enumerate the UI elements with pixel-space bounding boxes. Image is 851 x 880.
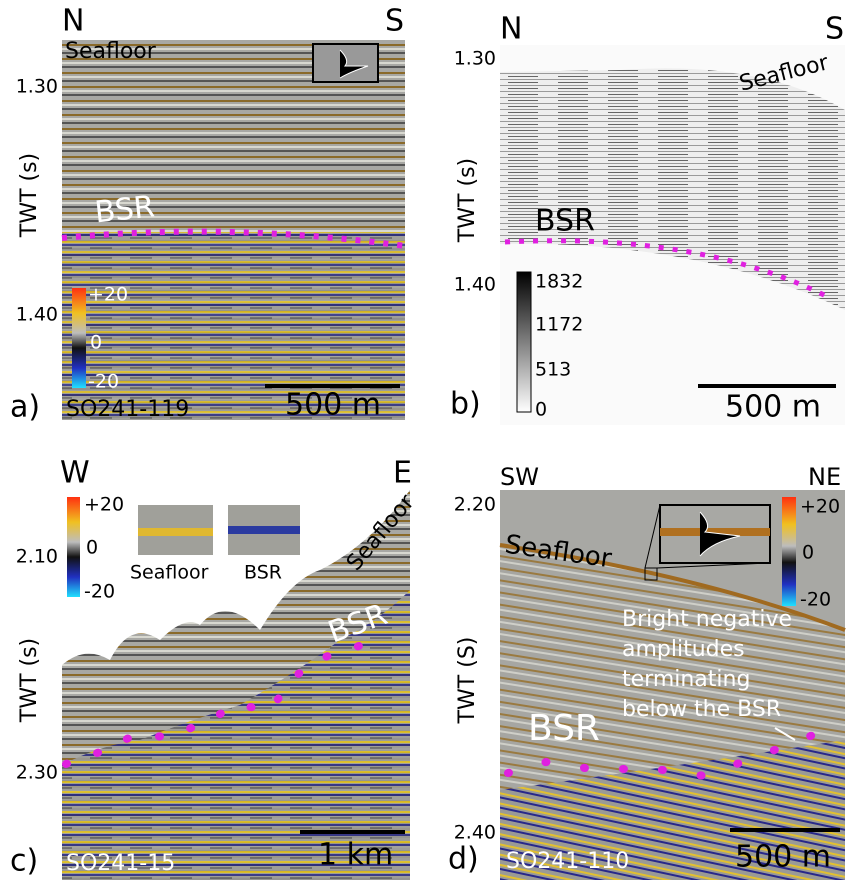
line-id: SO241-15 — [66, 851, 175, 876]
axis-label: TWT (s) — [17, 638, 42, 723]
direction-left: N — [500, 12, 522, 47]
colorbar-label: 0 — [90, 332, 102, 354]
seafloor-reflector — [499, 543, 846, 632]
colorbar-label: 1832 — [535, 271, 583, 293]
zoom-line — [644, 504, 661, 569]
direction-left: N — [62, 4, 84, 39]
colorbar-label: +20 — [84, 494, 124, 516]
panel-letter: b) — [450, 387, 481, 422]
inset-label: BSR — [244, 562, 282, 584]
direction-right: S — [825, 12, 844, 47]
wavelet-inset — [660, 528, 770, 536]
colorbar-label: -20 — [800, 589, 831, 611]
bsr-inset — [228, 526, 300, 534]
annotation: terminating — [622, 667, 750, 692]
colorbar-label: 0 — [86, 537, 98, 559]
zoom-box — [644, 567, 658, 581]
scale-label: 1 km — [318, 838, 393, 873]
seismic-image — [500, 68, 845, 310]
annotation: Bright negative — [622, 607, 792, 632]
tick-label: 1.30 — [16, 76, 58, 98]
tick-label: 2.40 — [454, 822, 496, 844]
colorbar-label: +20 — [88, 284, 128, 306]
scale-label: 500 m — [285, 388, 381, 423]
seismic-image — [62, 232, 405, 420]
tick-label: 2.10 — [16, 546, 58, 568]
bsr-dots — [61, 228, 406, 249]
scale-label: 500 m — [735, 840, 831, 875]
axis-label: TWT (s) — [17, 153, 42, 238]
wavelet — [339, 49, 369, 79]
panel-letter: d) — [448, 842, 479, 877]
bsr-label: BSR — [93, 189, 156, 230]
colorbar — [516, 271, 532, 413]
axis-label: TWT (S) — [455, 637, 480, 725]
colorbar-label: 0 — [535, 399, 547, 421]
wavelet — [699, 511, 741, 557]
tick-label: 1.40 — [454, 274, 496, 296]
tick-label: 1.40 — [16, 304, 58, 326]
colorbar-label: +20 — [800, 496, 840, 518]
direction-left: W — [60, 456, 90, 491]
seismic-image — [62, 590, 410, 880]
colorbar-label: -20 — [88, 371, 119, 393]
panel-b: N S 1.30 1.40 TWT (s) Seafloor BSR 1832 … — [450, 12, 845, 425]
axis-label: TWT (s) — [455, 158, 480, 243]
panel-a: N S 1.30 1.40 TWT (s) Seafloor BSR +20 0… — [10, 4, 406, 425]
bsr-dots — [62, 641, 366, 768]
annotation: below the BSR — [622, 697, 781, 722]
tick-label: 2.30 — [16, 762, 58, 784]
bsr-label: BSR — [535, 204, 595, 239]
panel-letter: a) — [10, 390, 40, 425]
seismic-image — [500, 740, 845, 880]
panel-d: SW NE 2.20 2.40 TWT (S) Seafloor BSR Bri… — [448, 463, 846, 880]
bsr-label: BSR — [528, 708, 600, 749]
tick-label: 2.20 — [454, 494, 496, 516]
line-id: SO241-119 — [66, 397, 189, 422]
inset-label: Seafloor — [130, 562, 209, 584]
colorbar-label: 1172 — [535, 314, 583, 336]
direction-right: NE — [808, 463, 841, 491]
colorbar — [67, 497, 80, 597]
direction-right: S — [385, 4, 404, 39]
panel-letter: c) — [10, 844, 38, 879]
arrow — [774, 727, 796, 741]
direction-right: E — [393, 456, 412, 491]
colorbar — [782, 497, 796, 606]
scale-label: 500 m — [725, 390, 821, 425]
bsr-dots — [504, 729, 822, 781]
colorbar — [72, 288, 86, 388]
bsr-dots — [504, 238, 832, 301]
tick-label: 1.30 — [454, 48, 496, 70]
colorbar-label: 513 — [535, 359, 571, 381]
line-id: SO241-110 — [506, 849, 629, 874]
direction-left: SW — [500, 463, 539, 491]
colorbar-label: 0 — [802, 542, 814, 564]
panel-c: W E 2.10 2.30 TWT (s) Seafloor BSR +20 0… — [10, 456, 420, 880]
colorbar-label: -20 — [84, 581, 115, 603]
seafloor-label: Seafloor — [65, 39, 157, 64]
annotation: amplitudes — [622, 637, 745, 662]
seafloor-inset — [138, 528, 213, 536]
